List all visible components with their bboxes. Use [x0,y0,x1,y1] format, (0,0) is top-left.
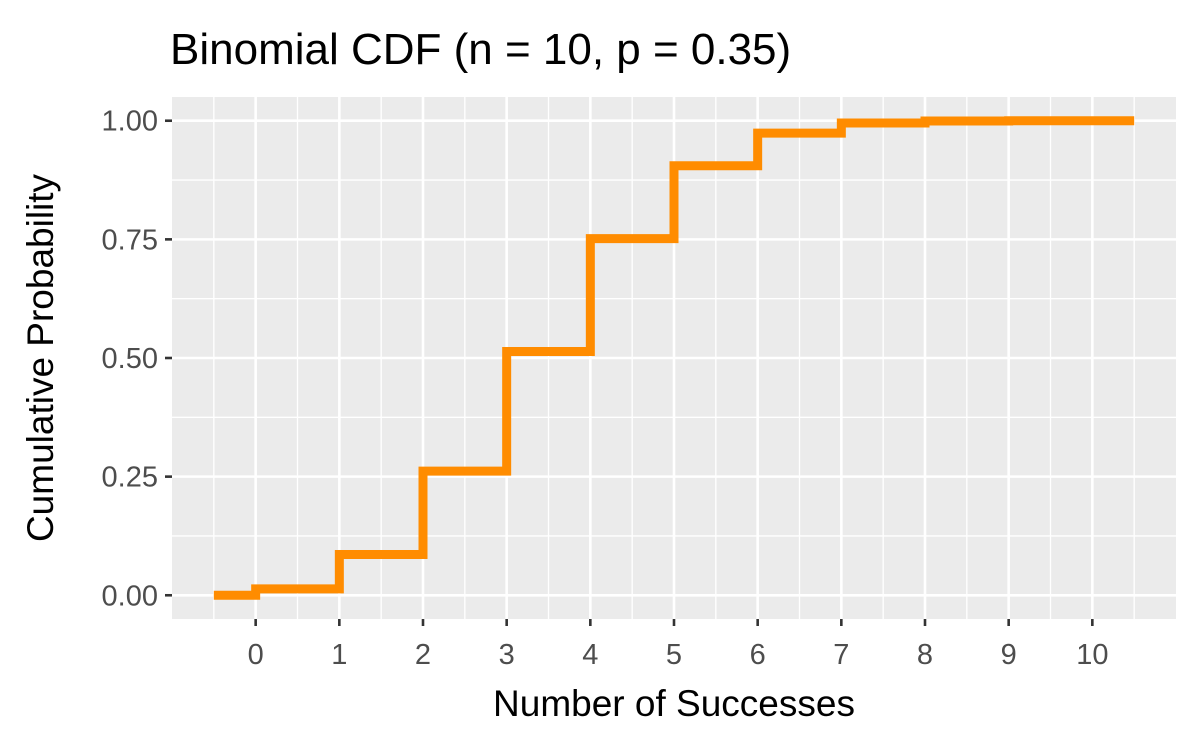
y-tick-label: 0.25 [102,462,158,494]
x-tick-label: 4 [582,639,598,671]
y-axis-title: Cumulative Probability [20,173,61,542]
y-axis: 0.00 0.25 0.50 0.75 1.00 [102,106,172,612]
x-tick-label: 9 [1001,639,1017,671]
x-tick-label: 3 [499,639,515,671]
y-tick-label: 0.75 [102,224,158,256]
x-axis-title: Number of Successes [493,683,855,724]
y-tick-label: 0.00 [102,580,158,612]
x-tick-label: 8 [917,639,933,671]
x-tick-label: 6 [750,639,766,671]
x-tick-label: 10 [1076,639,1108,671]
x-tick-label: 0 [248,639,264,671]
x-tick-label: 1 [331,639,347,671]
x-tick-label: 5 [666,639,682,671]
major-gridlines [172,97,1176,619]
y-tick-label: 1.00 [102,106,158,138]
chart-title: Binomial CDF (n = 10, p = 0.35) [170,25,791,74]
cdf-step-line [213,116,1135,600]
y-tick-label: 0.50 [102,343,158,375]
x-tick-label: 7 [833,639,849,671]
x-axis: 0 1 2 3 4 5 6 7 8 9 10 [248,619,1108,671]
x-tick-label: 2 [415,639,431,671]
